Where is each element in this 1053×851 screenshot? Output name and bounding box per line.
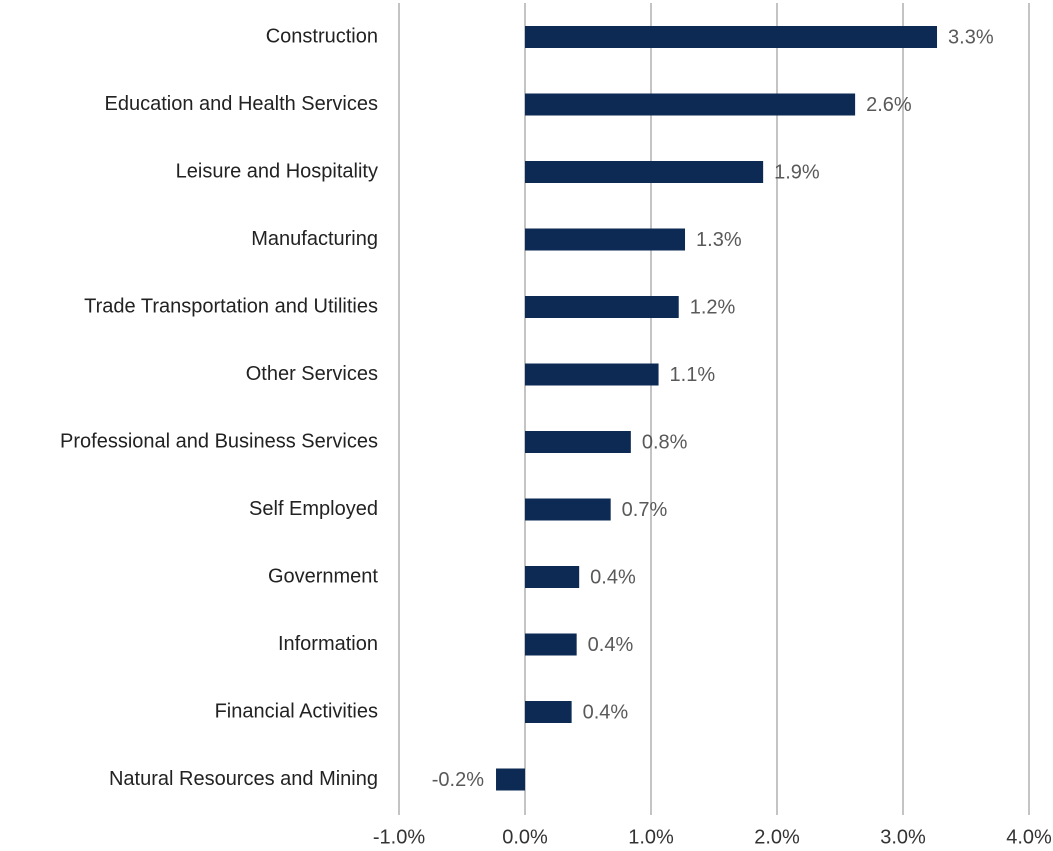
x-tick-label: 2.0% xyxy=(754,826,800,848)
y-tick-label: Trade Transportation and Utilities xyxy=(84,295,378,317)
bar xyxy=(525,228,686,251)
value-label: 1.9% xyxy=(774,161,820,183)
value-label: 3.3% xyxy=(948,26,994,48)
value-label: 1.3% xyxy=(696,229,742,251)
bar xyxy=(525,566,580,588)
x-tick-label: 1.0% xyxy=(628,826,674,848)
bar xyxy=(525,701,572,723)
y-tick-label: Education and Health Services xyxy=(105,93,379,115)
bar xyxy=(525,363,659,386)
value-label: 0.7% xyxy=(622,499,668,521)
value-label: 0.4% xyxy=(588,634,634,656)
y-tick-label: Professional and Business Services xyxy=(60,430,378,452)
bar xyxy=(496,768,525,791)
y-tick-label: Manufacturing xyxy=(251,228,378,250)
x-tick-label: -1.0% xyxy=(373,826,425,848)
y-tick-label: Natural Resources and Mining xyxy=(109,768,378,790)
bar xyxy=(525,498,611,521)
y-tick-label: Financial Activities xyxy=(215,700,378,722)
y-tick-label: Other Services xyxy=(246,363,378,385)
bar xyxy=(525,161,764,183)
value-label: 2.6% xyxy=(866,94,912,116)
bar xyxy=(525,26,938,48)
y-tick-label: Government xyxy=(268,565,378,587)
y-tick-label: Leisure and Hospitality xyxy=(176,160,378,182)
bar xyxy=(525,296,679,318)
bar xyxy=(525,633,577,656)
value-label: 0.8% xyxy=(642,431,688,453)
x-tick-label: 4.0% xyxy=(1006,826,1052,848)
y-tick-label: Construction xyxy=(266,25,378,47)
value-label: 0.4% xyxy=(583,701,629,723)
bar xyxy=(525,93,856,116)
value-label: 1.1% xyxy=(670,364,716,386)
value-label: 0.4% xyxy=(590,566,636,588)
y-tick-label: Self Employed xyxy=(249,498,378,520)
y-tick-label: Information xyxy=(278,633,378,655)
bar xyxy=(525,431,631,453)
value-label: -0.2% xyxy=(432,769,484,791)
x-tick-label: 0.0% xyxy=(502,826,548,848)
x-tick-label: 3.0% xyxy=(880,826,926,848)
value-label: 1.2% xyxy=(690,296,736,318)
